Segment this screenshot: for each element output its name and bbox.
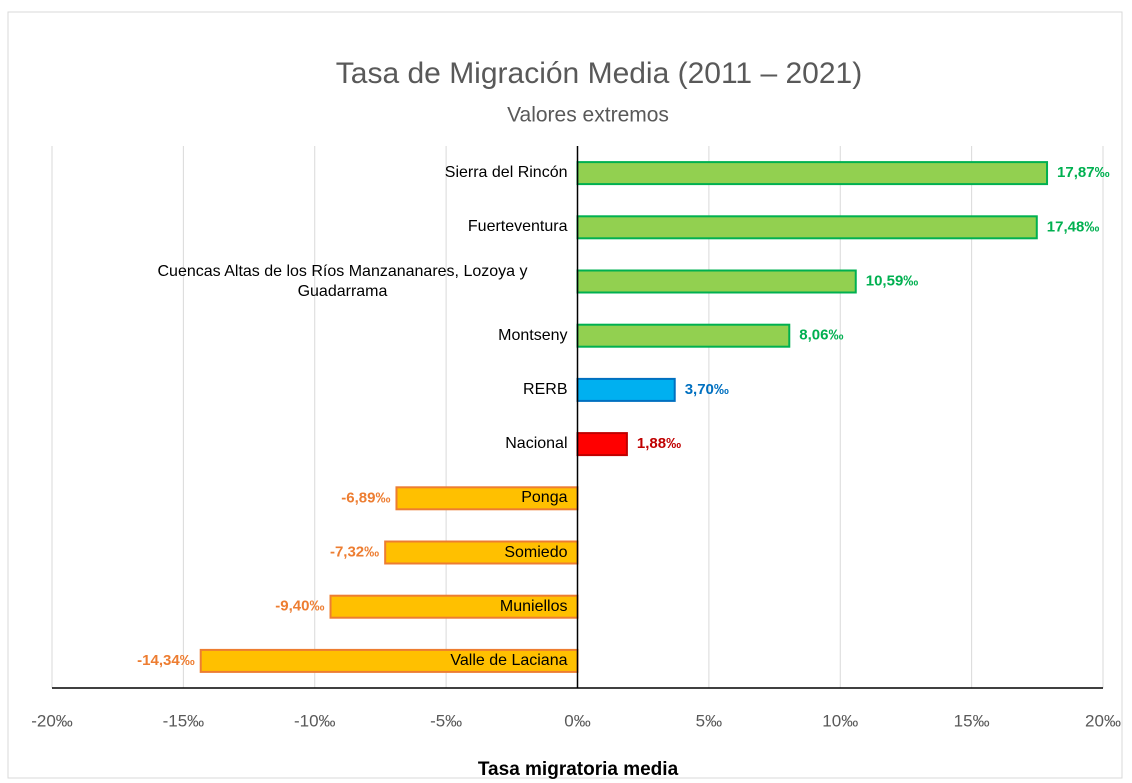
x-tick-label: -20‰	[31, 711, 73, 730]
bar	[576, 161, 1049, 186]
category-text: Nacional	[505, 435, 568, 453]
bar	[576, 432, 628, 457]
data-label: -9,40‰	[275, 598, 324, 615]
chart-subtitle: Valores extremos	[507, 104, 669, 127]
x-tick-label: 0‰	[564, 711, 590, 730]
category-text: Sierra del Rincón	[444, 164, 568, 182]
x-tick-label: 15‰	[954, 711, 990, 730]
category-label: Montseny	[48, 311, 568, 361]
data-label: 17,48‰	[1047, 218, 1100, 235]
category-text: Somiedo	[504, 543, 568, 561]
category-text: Fuerteventura	[467, 218, 568, 236]
x-tick-label: 10‰	[822, 711, 858, 730]
data-label: -6,89‰	[341, 489, 390, 506]
x-axis-title: Tasa migratoria media	[478, 759, 679, 780]
category-label: Nacional	[48, 419, 568, 469]
data-label: 3,70‰	[685, 381, 729, 398]
data-label: 17,87‰	[1057, 164, 1110, 181]
category-label: Valle de Laciana	[48, 636, 568, 686]
data-label: -14,34‰	[137, 652, 195, 669]
x-tick-label: 5‰	[696, 711, 722, 730]
bar	[576, 323, 791, 348]
category-label: Sierra del Rincón	[48, 148, 568, 198]
category-text: Cuencas Altas de los Ríos Manzananares, …	[157, 262, 528, 300]
data-label: 1,88‰	[637, 435, 681, 452]
bar	[576, 377, 676, 402]
bar	[576, 269, 857, 294]
x-tick-label: -15‰	[163, 711, 205, 730]
data-label: 10,59‰	[866, 272, 919, 289]
x-tick-label: -5‰	[430, 711, 462, 730]
category-label: Fuerteventura	[48, 202, 568, 252]
category-text: Ponga	[521, 489, 568, 507]
category-text: Valle de Laciana	[450, 651, 568, 669]
category-label: RERB	[48, 365, 568, 415]
category-text: Montseny	[498, 326, 568, 344]
category-label: Muniellos	[48, 582, 568, 632]
x-tick-label: 20‰	[1085, 711, 1121, 730]
category-label: Ponga	[48, 473, 568, 523]
category-text: RERB	[523, 380, 568, 398]
data-label: -7,32‰	[330, 543, 379, 560]
data-label: 8,06‰	[799, 327, 843, 344]
category-text: Muniellos	[499, 597, 568, 615]
x-tick-label: -10‰	[294, 711, 336, 730]
chart-title: Tasa de Migración Media (2011 – 2021)	[336, 57, 862, 90]
bar	[576, 215, 1038, 240]
category-label: Somiedo	[48, 528, 568, 578]
category-label: Cuencas Altas de los Ríos Manzananares, …	[48, 257, 568, 307]
